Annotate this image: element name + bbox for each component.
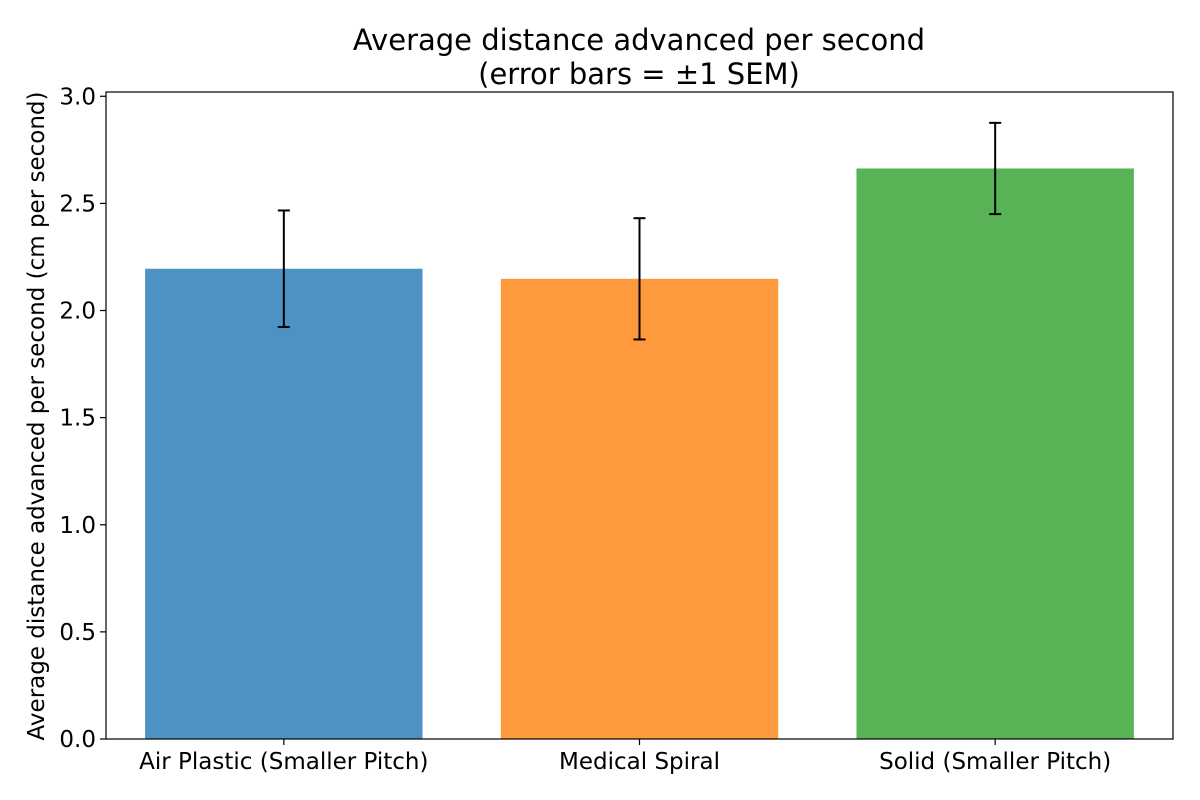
y-tick-label-4: 2.0	[59, 299, 96, 325]
y-tick-label-2: 1.0	[59, 513, 96, 539]
chart-subtitle: (error bars = ±1 SEM)	[478, 57, 800, 91]
y-axis-label: Average distance advanced per second (cm…	[24, 92, 50, 741]
plot-area: 0.0 0.5 1.0 1.5 2.0 2.5 3.0 Air Plastic (Smalle…	[59, 84, 1174, 775]
bar-3	[856, 168, 1134, 740]
y-tick-label-6: 3.0	[59, 84, 96, 110]
x-tick-label-1: Medical Spiral	[559, 749, 720, 775]
x-tick-label-2: Solid (Smaller Pitch)	[879, 749, 1111, 775]
x-tick-label-0: Air Plastic (Smaller Pitch)	[139, 749, 428, 775]
chart-title: Average distance advanced per second	[353, 23, 925, 57]
y-tick-label-0: 0.0	[59, 727, 96, 753]
bar-1	[145, 268, 423, 739]
y-tick-label-5: 2.5	[59, 191, 96, 217]
y-tick-label-3: 1.5	[59, 406, 96, 432]
bar-2	[500, 278, 779, 739]
y-tick-label-1: 0.5	[59, 620, 96, 646]
